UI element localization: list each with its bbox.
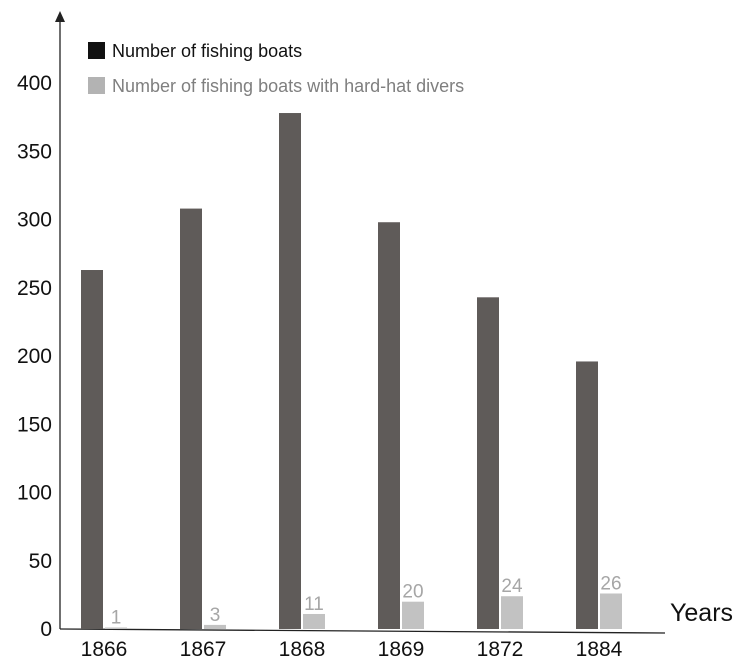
x-tick-label: 1868	[279, 638, 326, 659]
bar-hard-hat-divers-1867	[204, 624, 226, 629]
y-tick-label: 300	[17, 209, 52, 232]
bar-fishing-boats-1872	[477, 297, 499, 629]
data-label-hard-hat-divers-1872: 24	[501, 576, 523, 597]
x-tick-label: 1866	[81, 638, 128, 659]
bar-hard-hat-divers-1884	[600, 593, 622, 629]
x-tick-label: 1872	[477, 638, 524, 659]
y-axis-arrow	[55, 11, 65, 22]
x-tick-labels: 1866 1867 1868 1869 1872 1884	[81, 638, 623, 659]
y-tick-label: 0	[40, 618, 52, 641]
y-tick-label: 400	[17, 72, 52, 95]
data-label-hard-hat-divers-1884: 26	[600, 574, 621, 595]
data-label-hard-hat-divers-1869: 20	[402, 582, 423, 603]
data-label-hard-hat-divers-1868: 11	[304, 594, 324, 615]
y-tick-label: 100	[17, 482, 52, 505]
legend: Number of fishing boats Number of fishin…	[88, 41, 464, 96]
x-tick-label: 1869	[378, 638, 425, 659]
legend-swatch-hard-hat-divers	[88, 77, 105, 94]
x-axis-line	[59, 628, 666, 634]
legend-swatch-fishing-boats	[88, 42, 105, 59]
legend-label-hard-hat-divers: Number of fishing boats with hard-hat di…	[112, 76, 464, 96]
bar-fishing-boats-1869	[378, 222, 400, 630]
data-label-hard-hat-divers-1867: 3	[210, 605, 221, 626]
x-tick-label: 1884	[576, 638, 623, 659]
y-tick-label: 250	[17, 277, 52, 300]
y-tick-labels: 0 50 100 150 200 250 300 350 400	[17, 72, 52, 641]
bar-fishing-boats-1866	[81, 270, 103, 629]
y-tick-label: 150	[17, 413, 52, 436]
bar-hard-hat-divers-1868	[303, 613, 325, 629]
bar-fishing-boats-1884	[576, 361, 598, 629]
y-tick-label: 50	[29, 550, 52, 573]
y-tick-label: 200	[17, 345, 52, 368]
x-tick-label: 1867	[180, 638, 227, 659]
legend-label-fishing-boats: Number of fishing boats	[112, 41, 302, 61]
x-axis-label: Years	[670, 599, 733, 627]
bar-hard-hat-divers-1866	[105, 627, 127, 629]
bars	[81, 113, 622, 630]
bar-fishing-boats-1867	[180, 208, 202, 629]
data-labels: 1 3 11 20 24 26	[111, 574, 622, 629]
bar-hard-hat-divers-1872	[501, 596, 523, 629]
bar-hard-hat-divers-1869	[402, 601, 424, 629]
y-tick-label: 350	[17, 140, 52, 163]
bar-fishing-boats-1868	[279, 113, 301, 629]
data-label-hard-hat-divers-1866: 1	[111, 608, 122, 629]
